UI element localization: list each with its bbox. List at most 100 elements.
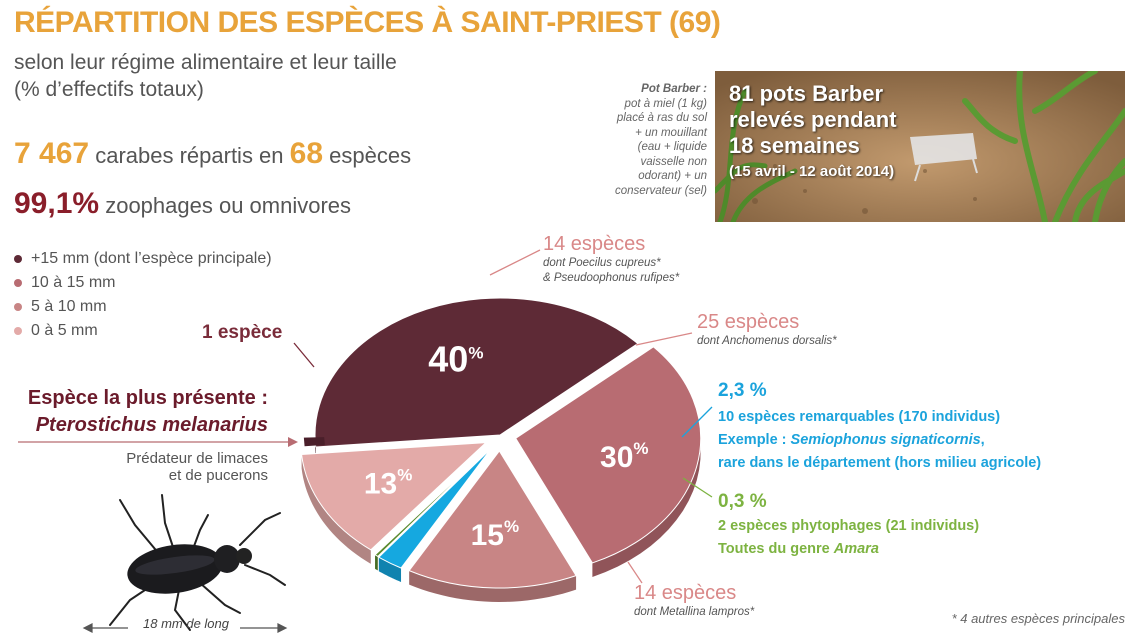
beetle-illustration — [109, 494, 286, 631]
pie-slice — [378, 448, 492, 569]
pie-slice — [514, 346, 702, 564]
legend-label: 0 à 5 mm — [31, 322, 98, 339]
one-species-label: 1 espèce — [202, 322, 283, 343]
one-species-wedge — [303, 437, 325, 447]
legend-item: 5 à 10 mm — [14, 295, 272, 319]
pie-slice-pct-sign: % — [504, 517, 519, 536]
pie-slice-pct-sign: % — [397, 465, 412, 484]
pot-barber-line: (eau + liquide — [637, 141, 707, 153]
leader-line-blue — [681, 406, 713, 438]
pie-slice-side — [375, 554, 378, 571]
pot-barber-line: + un mouillant — [635, 126, 707, 139]
leader-line-green — [682, 477, 713, 498]
pot-barber-title: Pot Barber : — [641, 83, 707, 95]
annotation-15: 25 espèces dont Anchomenus dorsalis* — [697, 311, 837, 349]
field-photo-illustration — [715, 71, 1125, 222]
pie-slice-pct-sign: % — [468, 344, 483, 363]
pot-barber-line: pot à miel (1 kg) — [624, 97, 707, 110]
annotation-dont: dont — [634, 606, 657, 618]
main-species-block: Espèce la plus présente : Pterostichus m… — [0, 385, 268, 439]
predator-line-2: et de pucerons — [168, 467, 268, 484]
field-photo — [715, 71, 1125, 222]
pot-barber-note: Pot Barber : pot à miel (1 kg) placé à r… — [598, 82, 707, 198]
predator-line-1: Prédateur de limaces — [126, 450, 268, 467]
legend-dot — [14, 255, 22, 263]
annotation-dont: dont — [543, 257, 566, 269]
pot-cover-shape — [910, 133, 977, 165]
species-poecilus: Poecilus cupreus* — [568, 257, 661, 269]
annotation-30: 14 espèces dont Poecilus cupreus* & Pseud… — [543, 233, 679, 286]
zoophage-text: zoophages ou omnivores — [105, 193, 352, 218]
size-legend: +15 mm (dont l’espèce principale) 10 à 1… — [14, 247, 272, 343]
zoophage-pct: 99,1% — [14, 187, 100, 220]
pie-slice — [314, 297, 639, 448]
species-text: espèces — [329, 143, 412, 168]
species-semiophonus: Semiophonus signaticornis — [790, 432, 981, 448]
blue-line-3: rare dans le département (hors milieu ag… — [718, 455, 1042, 471]
genus-amara: Amara — [833, 541, 879, 557]
subtitle-line-2: (% d’effectifs totaux) — [14, 78, 204, 101]
pie-slice-pct-sign: % — [633, 439, 648, 458]
pie-slice-pct-label: 30% — [600, 439, 649, 474]
legend-label: 10 à 15 mm — [31, 274, 116, 291]
leader-line-one-species — [293, 342, 315, 368]
annotation-13-detail: dont Metallina lampros* — [634, 605, 754, 620]
blue-line-2: Exemple : Semiophonus signaticornis, — [718, 429, 1041, 452]
carabes-text: carabes répartis en — [95, 143, 284, 168]
pie-slice-side — [592, 434, 701, 577]
photo-line-1: 81 pots Barber — [729, 81, 884, 106]
main-species-name: Pterostichus melanarius — [35, 414, 268, 436]
pie-slice — [408, 450, 577, 589]
pie-slices-group — [301, 297, 702, 602]
leader-line-30 — [489, 249, 541, 276]
annotation-30-detail: dont Poecilus cupreus* & Pseudoophonus ru… — [543, 256, 679, 286]
pie-slice — [301, 441, 488, 551]
legend-item: +15 mm (dont l’espèce principale) — [14, 247, 272, 271]
annotation-amp: & — [543, 272, 551, 284]
species-count: 68 — [289, 137, 324, 170]
green-detail: 2 espèces phytophages (21 individus) Tou… — [718, 515, 979, 561]
blue-detail: 10 espèces remarquables (170 individus) … — [718, 406, 1041, 475]
beetle-length-caption: 18 mm de long — [143, 616, 229, 631]
species-metallina: Metallina lampros* — [659, 606, 755, 618]
page-subtitle: selon leur régime alimentaire et leur ta… — [14, 49, 397, 103]
green-line-2-prefix: Toutes du genre — [718, 541, 830, 557]
zoophage-stat: 99,1% zoophages ou omnivores — [14, 187, 351, 221]
pie-slice — [374, 447, 491, 558]
arrow-to-pie — [18, 437, 298, 447]
leader-line-13 — [627, 561, 643, 584]
pie-slice-side — [409, 570, 577, 602]
pot-barber-line: vaisselle non — [640, 155, 707, 168]
legend-dot — [14, 279, 22, 287]
main-species-title: Espèce la plus présente : — [27, 387, 268, 409]
legend-dot — [14, 327, 22, 335]
annotation-15-detail: dont Anchomenus dorsalis* — [697, 334, 837, 349]
leader-line-15 — [635, 332, 693, 346]
blue-pct: 2,3 % — [718, 380, 767, 401]
green-pct: 0,3 % — [718, 491, 767, 512]
photo-caption: 81 pots Barber relevés pendant 18 semain… — [729, 81, 897, 185]
blue-example-suffix: , — [980, 432, 985, 448]
legend-dot — [14, 303, 22, 311]
blue-example-prefix: Exemple : — [718, 432, 787, 448]
blue-line-1: 10 espèces remarquables (170 individus) — [718, 409, 1001, 425]
annotation-13-heading: 14 espèces — [634, 582, 737, 604]
pie-slice-side — [301, 454, 371, 564]
photo-line-3: 18 semaines — [729, 133, 860, 158]
photo-dates: (15 avril - 12 août 2014) — [729, 163, 895, 180]
legend-label: 5 à 10 mm — [31, 298, 107, 315]
carabes-count: 7 467 — [14, 137, 90, 170]
carabes-stat: 7 467 carabes répartis en 68 espèces — [14, 137, 411, 171]
subtitle-line-1: selon leur régime alimentaire et leur ta… — [14, 51, 397, 74]
legend-item: 0 à 5 mm — [14, 319, 272, 343]
legend-item: 10 à 15 mm — [14, 271, 272, 295]
species-anchomenus: Anchomenus dorsalis* — [722, 335, 837, 347]
pot-barber-line: conservateur (sel) — [614, 184, 707, 197]
pot-barber-line: placé à ras du sol — [616, 112, 707, 124]
species-pseudoophonus: Pseudoophonus rufipes* — [553, 272, 680, 284]
green-line-2: Toutes du genre Amara — [718, 538, 979, 561]
annotation-30-heading: 14 espèces — [543, 233, 646, 255]
pie-slice-side — [378, 557, 402, 582]
annotation-13: 14 espèces dont Metallina lampros* — [634, 582, 754, 620]
